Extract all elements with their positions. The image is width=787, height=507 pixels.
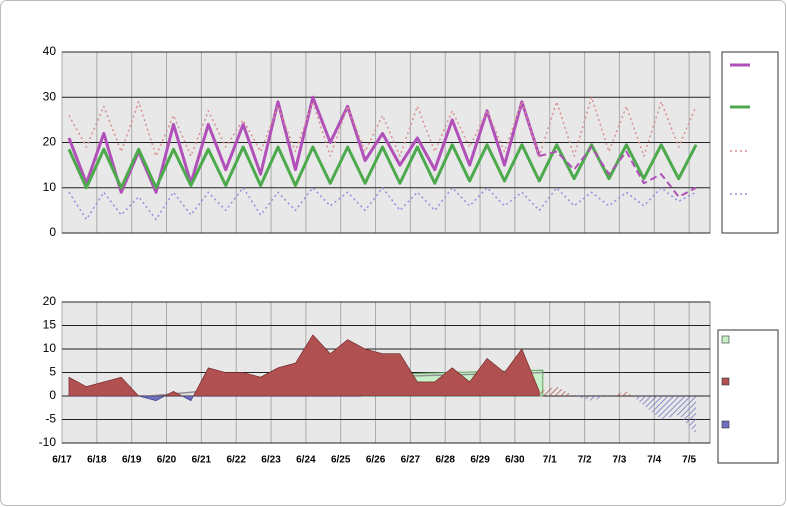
y-tick-label: 30 xyxy=(43,89,57,103)
x-tick-label: 7/4 xyxy=(647,455,661,466)
y-tick-label: 0 xyxy=(49,225,56,239)
area-negative xyxy=(539,396,697,434)
x-tick-label: 6/24 xyxy=(296,455,316,466)
x-tick-label: 7/3 xyxy=(612,455,626,466)
legend-box xyxy=(721,51,779,234)
legend-swatch xyxy=(721,377,730,386)
y-tick-label: 5 xyxy=(49,365,56,379)
x-tick-label: 6/21 xyxy=(192,455,212,466)
y-tick-label: -5 xyxy=(45,412,56,426)
x-tick-label: 7/5 xyxy=(682,455,696,466)
y-tick-label: 20 xyxy=(43,294,57,308)
x-tick-label: 7/1 xyxy=(543,455,557,466)
x-tick-label: 6/26 xyxy=(366,455,386,466)
x-tick-label: 7/2 xyxy=(578,455,592,466)
y-tick-label: -10 xyxy=(39,435,57,449)
area-positive xyxy=(539,386,697,396)
x-tick-label: 6/22 xyxy=(226,455,246,466)
legend-swatch xyxy=(721,335,730,344)
x-tick-label: 6/19 xyxy=(122,455,142,466)
series-line xyxy=(67,143,698,190)
x-tick-label: 6/25 xyxy=(331,455,351,466)
y-tick-label: 10 xyxy=(43,341,57,355)
y-tick-label: 20 xyxy=(43,135,57,149)
x-tick-label: 6/20 xyxy=(157,455,177,466)
x-tick-label: 6/17 xyxy=(52,455,72,466)
x-tick-label: 6/23 xyxy=(261,455,281,466)
y-tick-label: 0 xyxy=(49,388,56,402)
legend-box xyxy=(717,329,779,464)
y-tick-label: 10 xyxy=(43,180,57,194)
y-tick-label: 40 xyxy=(43,44,57,58)
y-tick-label: 15 xyxy=(43,318,57,332)
series-line xyxy=(68,187,697,221)
x-tick-label: 6/18 xyxy=(87,455,107,466)
x-tick-label: 6/28 xyxy=(435,455,455,466)
legend-swatch xyxy=(721,420,730,429)
x-tick-label: 6/29 xyxy=(470,455,490,466)
x-tick-label: 6/27 xyxy=(401,455,421,466)
x-tick-label: 6/30 xyxy=(505,455,525,466)
area-positive xyxy=(68,334,540,396)
series-line xyxy=(539,146,697,198)
area-negative xyxy=(68,396,540,402)
